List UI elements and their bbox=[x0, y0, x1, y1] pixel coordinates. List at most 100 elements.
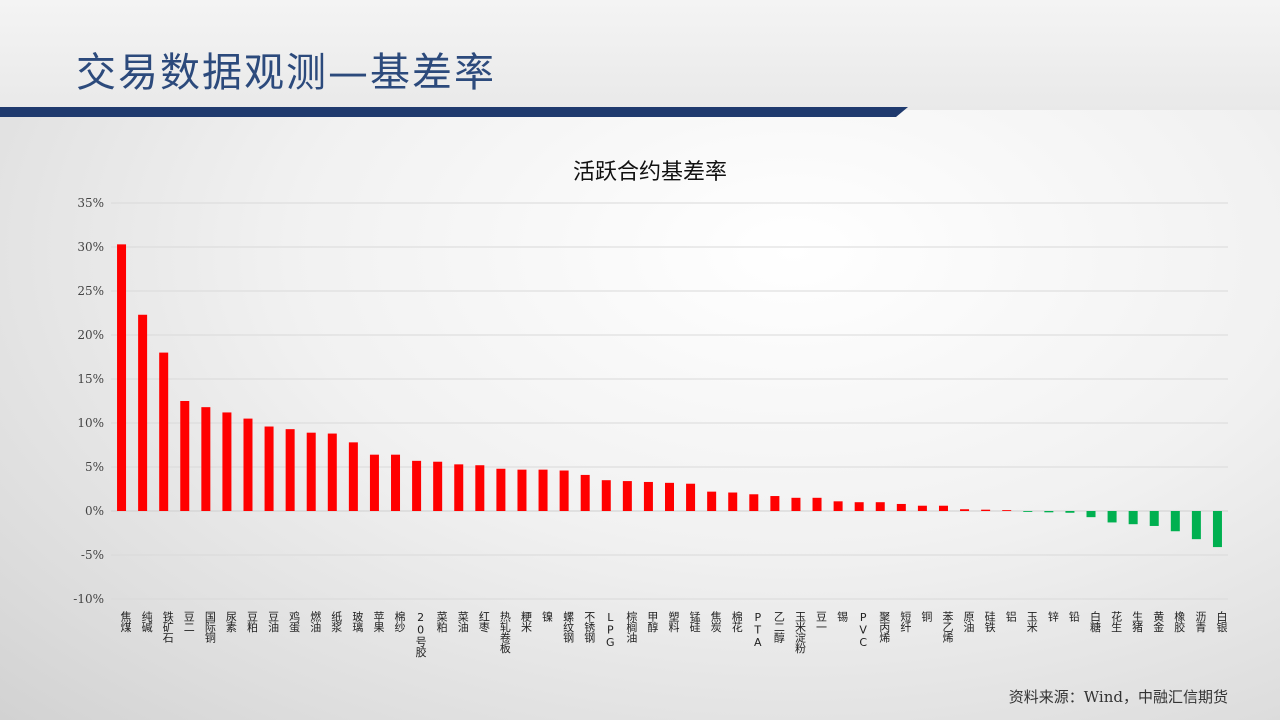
x-tick-label: 焦煤 bbox=[119, 611, 132, 634]
x-tick-label: 白糖 bbox=[1089, 610, 1102, 634]
bar bbox=[117, 244, 127, 512]
x-tick-label: 甲醇 bbox=[646, 611, 659, 632]
x-tick-label: PVC bbox=[857, 611, 870, 649]
bar bbox=[1065, 511, 1075, 513]
x-tick-label: 螺纹钢 bbox=[562, 611, 575, 643]
bar bbox=[1170, 511, 1180, 532]
bar bbox=[306, 432, 316, 511]
bar bbox=[559, 470, 569, 511]
bar bbox=[1002, 510, 1012, 511]
bar bbox=[686, 483, 696, 511]
x-tick-label: 豆油 bbox=[267, 611, 280, 632]
x-tick-label: 尿素 bbox=[224, 611, 237, 633]
bar bbox=[475, 465, 485, 511]
bar bbox=[243, 418, 253, 511]
x-tick-label: 纸浆 bbox=[330, 611, 343, 633]
bar bbox=[854, 502, 864, 511]
bar bbox=[960, 509, 970, 511]
x-tick-label: 硅铁 bbox=[983, 611, 996, 633]
bar bbox=[138, 314, 148, 511]
bar bbox=[643, 481, 653, 511]
x-tick-label: 棉花 bbox=[730, 610, 743, 633]
x-tick-label: 棉纱 bbox=[393, 610, 406, 633]
bar bbox=[327, 433, 337, 511]
bar bbox=[1212, 511, 1222, 548]
bar bbox=[159, 352, 169, 511]
x-tick-label: 苹果 bbox=[372, 610, 385, 634]
y-tick-label: 10% bbox=[77, 416, 104, 430]
x-tick-label: 玉米淀粉 bbox=[793, 611, 806, 653]
x-tick-label: 粳米 bbox=[519, 610, 532, 634]
x-tick-label: 原油 bbox=[962, 611, 975, 632]
x-tick-label: 沥青 bbox=[1194, 611, 1207, 634]
bar bbox=[938, 505, 948, 511]
source-note: 资料来源：Wind，中融汇信期货 bbox=[1008, 688, 1228, 706]
bar bbox=[201, 407, 211, 511]
bar bbox=[601, 480, 611, 511]
x-tick-label: 菜油 bbox=[456, 611, 469, 633]
page-title: 交易数据观测—基差率 bbox=[76, 50, 496, 96]
header-band bbox=[0, 0, 1280, 110]
x-tick-label: 生猪 bbox=[1131, 610, 1144, 634]
y-tick-label: 20% bbox=[77, 328, 104, 342]
x-tick-label: 塑料 bbox=[667, 610, 680, 634]
y-tick-label: 35% bbox=[77, 196, 104, 210]
bar bbox=[496, 468, 506, 511]
x-tick-label: 燃油 bbox=[309, 610, 322, 633]
bar bbox=[896, 503, 906, 511]
x-tick-label: 锰硅 bbox=[688, 610, 701, 633]
bar bbox=[1086, 511, 1096, 518]
bar bbox=[770, 496, 780, 511]
x-tick-label: 豆一 bbox=[815, 611, 828, 632]
x-tick-label: 国际铜 bbox=[203, 611, 216, 644]
x-tick-label: 短纤 bbox=[899, 610, 912, 634]
x-tick-label: 20号胶 bbox=[414, 611, 427, 658]
bar bbox=[412, 460, 422, 511]
bar bbox=[622, 481, 632, 511]
x-tick-label: 花生 bbox=[1110, 611, 1123, 633]
bar bbox=[1023, 511, 1033, 512]
bar bbox=[728, 492, 738, 511]
x-tick-label: 热轧卷板 bbox=[498, 611, 511, 655]
x-tick-label: 白银 bbox=[1215, 610, 1228, 634]
bar bbox=[981, 509, 991, 511]
x-tick-label: 聚丙烯 bbox=[878, 611, 891, 644]
y-tick-label: 5% bbox=[85, 460, 104, 474]
x-tick-label: 锡 bbox=[836, 610, 849, 623]
bar bbox=[433, 461, 443, 511]
y-tick-label: 30% bbox=[77, 240, 104, 254]
x-tick-label: 焦炭 bbox=[709, 611, 722, 634]
bar bbox=[580, 474, 590, 511]
bar bbox=[391, 454, 401, 511]
bar bbox=[1107, 511, 1117, 523]
bar bbox=[517, 469, 527, 511]
x-tick-label: 玻璃 bbox=[351, 611, 364, 634]
x-tick-label: 铜 bbox=[920, 610, 933, 623]
bar bbox=[264, 426, 274, 511]
x-tick-label: 不锈钢 bbox=[583, 611, 596, 643]
x-tick-label: 铝 bbox=[1004, 610, 1017, 622]
title-underline-bar bbox=[0, 107, 908, 117]
y-tick-label: 25% bbox=[77, 284, 104, 298]
bar bbox=[1149, 511, 1159, 526]
bar bbox=[833, 501, 843, 511]
x-tick-label: 纯碱 bbox=[140, 611, 153, 634]
x-tick-label: 铅 bbox=[1067, 610, 1080, 622]
bar bbox=[875, 502, 885, 511]
bar bbox=[285, 429, 295, 511]
x-tick-label: 镍 bbox=[541, 610, 554, 623]
x-tick-label: 红枣 bbox=[477, 611, 490, 634]
x-tick-label: PTA bbox=[751, 611, 764, 649]
bar bbox=[707, 491, 717, 511]
bar bbox=[665, 482, 674, 511]
x-tick-label: LPG bbox=[604, 611, 617, 649]
bar bbox=[1044, 511, 1054, 513]
bar bbox=[454, 464, 464, 511]
y-tick-label: 0% bbox=[85, 504, 104, 518]
x-tick-label: 黄金 bbox=[1152, 610, 1165, 633]
bar bbox=[538, 469, 548, 511]
bar bbox=[1191, 511, 1201, 540]
x-tick-label: 苯乙烯 bbox=[941, 610, 954, 644]
bar bbox=[812, 497, 822, 511]
bar bbox=[348, 442, 358, 511]
